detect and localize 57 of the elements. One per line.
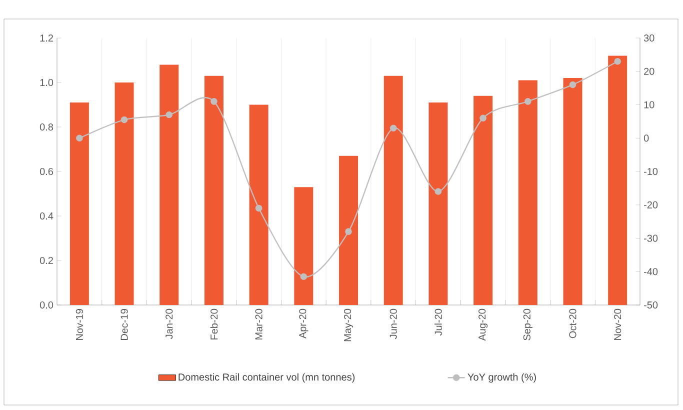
point bbox=[614, 58, 621, 65]
y2-tick-label: -30 bbox=[644, 234, 658, 242]
y-tick-label: 0.0 bbox=[40, 301, 54, 309]
bar bbox=[608, 56, 628, 305]
y2-tick-label: 10 bbox=[644, 101, 654, 108]
point bbox=[300, 273, 308, 280]
y2-tick-label: 30 bbox=[644, 34, 654, 42]
y2-tick-label: -10 bbox=[644, 168, 658, 176]
bar bbox=[70, 102, 89, 305]
y2-tick-label: -40 bbox=[644, 268, 658, 276]
bar bbox=[428, 102, 448, 305]
point bbox=[524, 98, 532, 105]
point bbox=[166, 111, 173, 118]
bar bbox=[563, 78, 582, 305]
x-tick-label: May-20 bbox=[344, 308, 354, 342]
bar bbox=[114, 82, 134, 305]
y-tick-label: 0.2 bbox=[40, 256, 53, 264]
y2-tick-label: -50 bbox=[644, 301, 658, 309]
bar bbox=[204, 76, 224, 305]
point bbox=[569, 81, 576, 88]
x-tick-label: Nov-20 bbox=[614, 308, 622, 340]
x-tick-label: Oct-20 bbox=[569, 308, 576, 338]
x-tick-label: Apr-20 bbox=[299, 308, 308, 339]
y2-tick-label: -20 bbox=[644, 201, 658, 208]
point bbox=[480, 114, 486, 122]
point bbox=[255, 204, 262, 212]
x-tick-label: Jul-20 bbox=[434, 308, 442, 336]
point bbox=[434, 188, 442, 195]
point bbox=[345, 228, 352, 235]
point bbox=[210, 98, 218, 105]
y-tick-label: 1.0 bbox=[40, 78, 54, 86]
bar bbox=[249, 104, 268, 305]
bar bbox=[518, 80, 538, 305]
y-tick-label: 1.2 bbox=[40, 34, 53, 42]
x-tick-label: Dec-19 bbox=[120, 309, 128, 340]
x-tick-label: Mar-20 bbox=[255, 308, 262, 340]
point bbox=[76, 134, 83, 142]
x-tick-label: Nov-19 bbox=[76, 309, 83, 340]
y-tick-label: 0.4 bbox=[40, 212, 54, 220]
legend-label: YoY growth (%) bbox=[468, 373, 536, 383]
y-tick-label: 0.8 bbox=[40, 123, 54, 131]
y-tick-label: 0.6 bbox=[40, 168, 54, 176]
x-tick-label: Jun-20 bbox=[390, 308, 397, 339]
x-tick-label: Aug-20 bbox=[478, 308, 488, 341]
x-tick-label: Sep-20 bbox=[523, 308, 532, 340]
y2-tick-label: 20 bbox=[644, 68, 654, 75]
bar bbox=[474, 96, 493, 305]
legend-label: Domestic Rail container vol (mn tonnes) bbox=[178, 373, 355, 383]
bar bbox=[160, 64, 179, 305]
point bbox=[390, 124, 397, 132]
bar bbox=[339, 156, 358, 305]
x-tick-label: Jan-20 bbox=[166, 308, 173, 339]
y2-tick-label: 0 bbox=[644, 134, 649, 142]
point bbox=[120, 116, 128, 124]
x-tick-label: Feb-20 bbox=[210, 308, 218, 340]
bar bbox=[384, 76, 403, 305]
bar bbox=[294, 187, 314, 305]
